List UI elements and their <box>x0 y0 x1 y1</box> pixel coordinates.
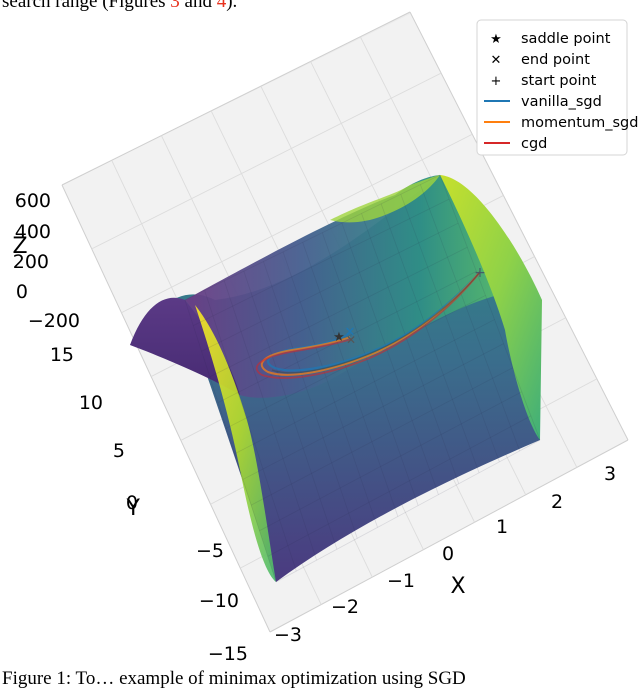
surface-far-crest <box>330 175 440 223</box>
mesh-line <box>217 271 477 403</box>
axis-edge <box>409 11 629 441</box>
x-tick-label: −1 <box>387 570 415 592</box>
x-tick-label: 1 <box>496 516 508 538</box>
legend-label: start point <box>521 73 597 89</box>
surface-yellow-edge <box>195 305 276 582</box>
y-axis-label: Y <box>126 496 141 521</box>
axis-edge <box>269 439 629 633</box>
end-point-marker: ✕ <box>345 325 356 340</box>
y-tick-label: 10 <box>79 392 103 414</box>
mesh-line <box>223 280 317 561</box>
legend-label: end point <box>521 52 590 68</box>
mesh-line <box>380 203 480 473</box>
z-tick-label: 400 <box>15 221 51 243</box>
mesh-line <box>400 194 500 462</box>
figure-caption: Figure 1: To… example of minimax optimiz… <box>2 668 466 689</box>
x-tick-label: −2 <box>331 596 359 618</box>
z-tick-label: −200 <box>28 310 80 332</box>
y-tick-label: −15 <box>208 643 248 665</box>
legend-label: cgd <box>521 136 547 152</box>
mesh-line <box>226 295 486 429</box>
legend-label: vanilla_sgd <box>521 94 602 110</box>
axis-edge <box>61 184 271 633</box>
legend-marker-icon: ✕ <box>491 53 502 68</box>
mesh-line <box>341 222 439 495</box>
x-tick-label: 0 <box>442 543 454 565</box>
surface-right-rise <box>440 175 542 440</box>
mesh-line <box>184 299 277 583</box>
saddle-surface <box>130 175 542 582</box>
mesh-line <box>243 271 338 550</box>
mesh-line <box>201 222 459 352</box>
legend-marker-icon: ★ <box>490 32 502 47</box>
trajectory-cgd <box>255 271 481 379</box>
mesh-line <box>321 232 419 506</box>
mesh-line <box>263 261 358 539</box>
mesh-line <box>420 184 521 452</box>
x-tick-label: 2 <box>551 491 563 513</box>
x-axis-label: X <box>450 574 465 599</box>
mesh-line <box>242 343 504 480</box>
y-tick-label: 0 <box>126 492 138 514</box>
legend-box <box>476 19 628 156</box>
legend-marker-icon: + <box>491 74 502 89</box>
trajectory-overlay <box>271 271 481 374</box>
z-axis-label: Z <box>12 234 27 259</box>
mesh-line <box>204 290 297 572</box>
legend-label: saddle point <box>521 31 611 47</box>
figure-ref-3[interactable]: 3 <box>170 0 180 12</box>
mesh-line <box>234 319 495 455</box>
start-point-marker: + <box>474 265 486 281</box>
mesh-line <box>439 174 541 441</box>
surface-ridge <box>185 175 520 398</box>
point-markers: + ★ ✕✕ <box>333 265 486 347</box>
x-tick-label: −3 <box>274 624 302 646</box>
z-tick-label: 0 <box>16 281 28 303</box>
trajectories <box>255 271 481 379</box>
legend-label: momentum_sgd <box>521 115 638 131</box>
mesh-line <box>259 391 523 532</box>
grid-line <box>121 133 473 314</box>
mesh-line <box>282 251 378 528</box>
header-text: search range (Figures 3 and 4). <box>2 0 237 13</box>
y-tick-label: −10 <box>199 590 239 612</box>
axis-edge <box>61 11 411 186</box>
mesh-line <box>267 415 532 557</box>
mesh-line <box>275 439 541 583</box>
mesh-line <box>361 213 460 484</box>
mesh-line <box>184 174 441 301</box>
header-prefix: search range (Figures <box>2 0 171 12</box>
end-point-marker: ✕ <box>346 333 356 347</box>
z-tick-label: 200 <box>13 251 49 273</box>
grid-line <box>91 72 442 250</box>
saddle-point-marker: ★ <box>333 330 345 345</box>
mesh-line <box>209 246 468 378</box>
axis-ticks: −3−2−10123−15−10−50510156004002000−200XY… <box>12 190 616 665</box>
mesh-line <box>250 367 513 506</box>
header-suffix: ). <box>226 0 238 12</box>
y-tick-label: 15 <box>50 344 74 366</box>
x-tick-label: 3 <box>604 463 616 485</box>
mesh-line <box>302 242 399 517</box>
header-mid: and <box>179 0 217 12</box>
surface-left-flap <box>130 297 240 395</box>
y-tick-label: −5 <box>196 540 224 562</box>
surface-mesh <box>184 174 541 583</box>
y-tick-label: 5 <box>113 440 125 462</box>
legend: ★ saddle point ✕ end point + start point vanil… <box>476 19 638 156</box>
mesh-line <box>193 198 450 326</box>
z-tick-label: 600 <box>15 190 51 212</box>
figure-ref-4[interactable]: 4 <box>216 0 227 12</box>
